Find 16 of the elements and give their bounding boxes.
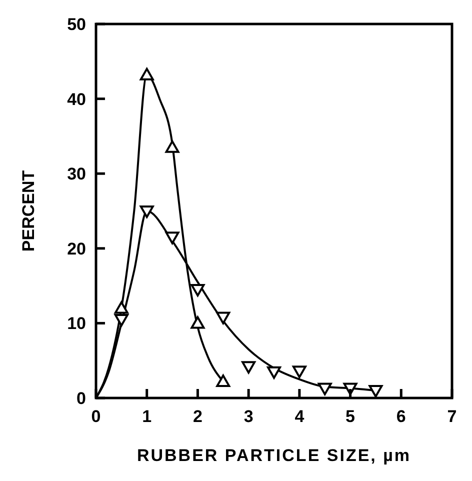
x-axis-title: RUBBER PARTICLE SIZE, µm	[136, 446, 412, 465]
x-tick-label: 5	[346, 407, 356, 426]
x-tick-label: 2	[192, 407, 202, 426]
y-axis-title: PERCENT	[19, 170, 38, 252]
y-tick-label: 0	[76, 389, 86, 408]
x-tick-label: 0	[91, 407, 101, 426]
x-tick-label: 1	[142, 407, 152, 426]
x-tick-label: 7	[447, 407, 457, 426]
y-tick-label: 30	[67, 164, 86, 184]
x-tick-label: 3	[244, 407, 254, 426]
y-tick-label: 20	[67, 239, 86, 258]
y-tick-label: 10	[67, 314, 86, 334]
y-tick-label: 40	[67, 90, 86, 109]
x-tick-label: 4	[294, 407, 305, 426]
y-tick-label: 50	[67, 15, 86, 34]
x-tick-label: 6	[396, 407, 406, 426]
